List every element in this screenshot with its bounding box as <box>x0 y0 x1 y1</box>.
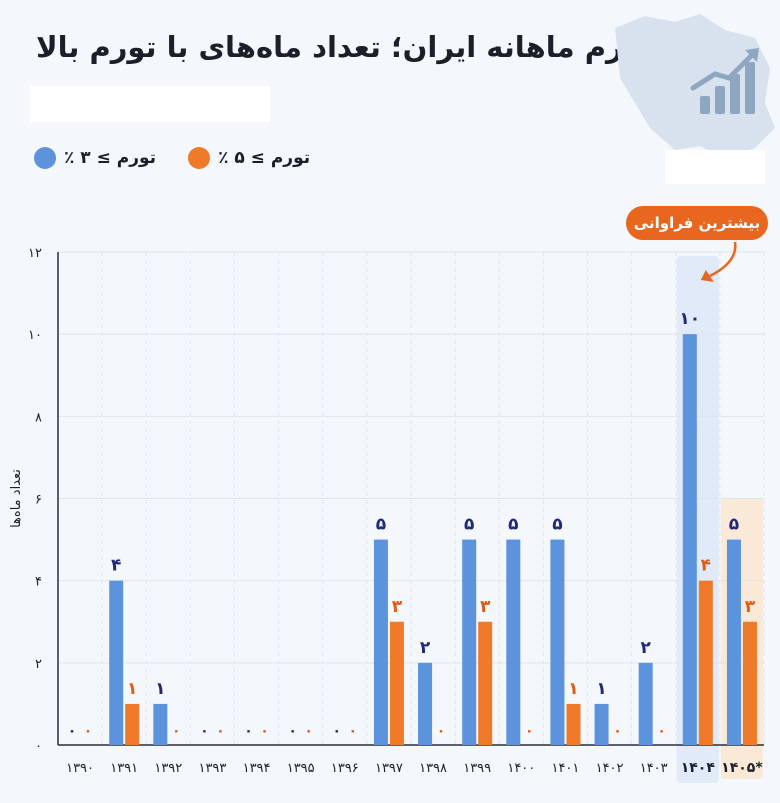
bar-series-a-7 <box>373 539 388 745</box>
data-label-series-b-0: ۰ <box>84 723 93 739</box>
data-label-series-a-14: ۱۰ <box>679 309 700 329</box>
data-label-series-a-1: ۴ <box>111 556 121 576</box>
data-label-series-b-5: ۰ <box>304 723 313 739</box>
data-label-series-b-3: ۰ <box>216 723 225 739</box>
data-label-series-a-2: ۱ <box>155 679 165 699</box>
y-tick-label-4: ۸ <box>35 410 42 425</box>
x-tick-label-3: ۱۳۹۳ <box>198 761 226 776</box>
data-label-series-b-14: ۴ <box>701 556 711 576</box>
data-label-series-a-4: ۰ <box>244 723 253 739</box>
callout-label: بیشترین فراوانی <box>633 214 761 232</box>
callout-arrow <box>709 241 737 278</box>
x-tick-label-10: ۱۴۰۰ <box>507 761 535 776</box>
x-tick-label-15: ۱۴۰۵* <box>721 760 763 776</box>
x-tick-label-6: ۱۳۹۶ <box>331 761 359 776</box>
iran-map-icon <box>615 14 775 158</box>
x-tick-label-1: ۱۳۹۱ <box>110 761 138 776</box>
bar-series-a-14 <box>682 334 697 745</box>
y-tick-label-0: ۰ <box>35 739 42 754</box>
bar-series-b-1 <box>125 703 140 745</box>
callout-badge: بیشترین فراوانی <box>626 206 768 240</box>
bar-series-a-11 <box>550 539 565 745</box>
legend-item-series-a: تورم ≥ ۳ ٪ <box>34 147 156 169</box>
x-tick-label-14: ۱۴۰۴ <box>681 760 716 776</box>
data-label-series-a-5: ۰ <box>288 723 297 739</box>
data-label-series-b-13: ۰ <box>657 723 666 739</box>
data-label-series-b-9: ۳ <box>480 597 491 617</box>
data-label-series-b-4: ۰ <box>260 723 269 739</box>
y-tick-label-1: ۲ <box>35 657 42 672</box>
bar-series-a-9 <box>462 539 477 745</box>
bar-series-a-10 <box>506 539 521 745</box>
data-label-series-a-8: ۲ <box>420 638 431 658</box>
bar-series-b-11 <box>566 703 581 745</box>
bar-series-a-15 <box>726 539 741 745</box>
x-tick-label-0: ۱۳۹۰ <box>66 761 94 776</box>
x-tick-label-8: ۱۳۹۸ <box>419 761 447 776</box>
data-label-series-a-7: ۵ <box>376 515 386 535</box>
x-tick-label-11: ۱۴۰۱ <box>551 761 579 776</box>
data-label-series-a-0: ۰ <box>68 723 77 739</box>
data-label-series-a-11: ۵ <box>552 515 562 535</box>
bar-series-b-7 <box>389 621 404 745</box>
data-label-series-a-15: ۵ <box>729 515 739 535</box>
bar-series-a-8 <box>418 662 433 745</box>
map-caption-placeholder <box>665 150 765 184</box>
data-label-series-a-10: ۵ <box>508 515 518 535</box>
legend-swatch-series-a <box>34 147 56 169</box>
legend: تورم ≥ ۳ ٪ تورم ≥ ۵ ٪ <box>34 143 310 173</box>
bar-series-b-9 <box>478 621 493 745</box>
bar-series-a-1 <box>109 580 124 745</box>
data-label-series-a-12: ۱ <box>596 679 606 699</box>
x-tick-label-5: ۱۳۹۵ <box>287 761 315 776</box>
bar-series-a-2 <box>153 703 168 745</box>
bar-series-b-14 <box>698 580 713 745</box>
legend-label-series-b: تورم ≥ ۵ ٪ <box>218 148 311 168</box>
y-tick-label-5: ۱۰ <box>28 328 42 343</box>
legend-item-series-b: تورم ≥ ۵ ٪ <box>188 147 310 169</box>
data-label-series-b-11: ۱ <box>568 679 578 699</box>
data-label-series-b-8: ۰ <box>437 723 446 739</box>
data-label-series-b-2: ۰ <box>172 723 181 739</box>
x-tick-label-9: ۱۳۹۹ <box>463 761 491 776</box>
y-tick-label-3: ۶ <box>35 493 42 508</box>
y-tick-label-6: ۱۲ <box>28 246 42 261</box>
x-tick-label-13: ۱۴۰۳ <box>640 761 668 776</box>
x-tick-label-2: ۱۳۹۲ <box>154 761 182 776</box>
data-label-series-a-9: ۵ <box>464 515 474 535</box>
callout-arrow-head <box>700 270 714 282</box>
bar-series-a-13 <box>638 662 653 745</box>
subtitle-placeholder <box>30 86 270 122</box>
data-label-series-a-13: ۲ <box>640 638 651 658</box>
data-label-series-a-3: ۰ <box>200 723 209 739</box>
data-label-series-b-6: ۰ <box>349 723 358 739</box>
x-tick-label-7: ۱۳۹۷ <box>375 761 403 776</box>
y-axis-label: تعداد ماه‌ها <box>9 469 24 528</box>
data-label-series-b-15: ۳ <box>745 597 756 617</box>
x-tick-label-12: ۱۴۰۲ <box>596 761 624 776</box>
legend-swatch-series-b <box>188 147 211 169</box>
bar-series-b-15 <box>742 621 757 745</box>
data-label-series-b-1: ۱ <box>127 679 137 699</box>
legend-label-series-a: تورم ≥ ۳ ٪ <box>64 148 157 168</box>
data-label-series-b-12: ۰ <box>613 723 622 739</box>
y-tick-label-2: ۴ <box>35 575 42 590</box>
bar-series-a-12 <box>594 703 609 745</box>
data-label-series-b-10: ۰ <box>525 723 534 739</box>
growth-chart-icon <box>690 48 759 114</box>
chart-title: تورم ماهانه ایران؛ تعداد ماه‌های با تورم… <box>36 30 652 64</box>
data-label-series-a-6: ۰ <box>333 723 342 739</box>
x-tick-label-4: ۱۳۹۴ <box>243 761 271 776</box>
data-label-series-b-7: ۳ <box>392 597 403 617</box>
